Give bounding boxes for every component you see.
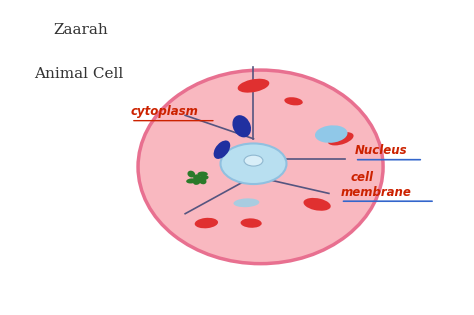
Ellipse shape — [244, 155, 263, 166]
Ellipse shape — [187, 171, 195, 177]
Text: Nucleus: Nucleus — [355, 144, 408, 157]
Text: Zaarah: Zaarah — [53, 23, 108, 37]
Ellipse shape — [328, 132, 354, 146]
Ellipse shape — [241, 218, 262, 228]
Ellipse shape — [199, 175, 209, 180]
Ellipse shape — [237, 79, 269, 93]
Ellipse shape — [284, 97, 303, 106]
Text: cytoplasm: cytoplasm — [131, 105, 199, 118]
Ellipse shape — [232, 115, 251, 137]
Ellipse shape — [199, 178, 207, 184]
Text: membrane: membrane — [341, 186, 411, 199]
Ellipse shape — [138, 70, 383, 264]
Ellipse shape — [303, 198, 331, 211]
Ellipse shape — [197, 172, 208, 176]
Ellipse shape — [193, 175, 201, 181]
Ellipse shape — [220, 143, 286, 184]
Text: cell: cell — [350, 171, 373, 184]
Ellipse shape — [234, 198, 259, 207]
Ellipse shape — [195, 218, 218, 228]
Ellipse shape — [315, 125, 347, 143]
Ellipse shape — [186, 178, 196, 183]
Ellipse shape — [214, 140, 230, 159]
Ellipse shape — [193, 178, 201, 185]
Text: Animal Cell: Animal Cell — [35, 67, 124, 81]
